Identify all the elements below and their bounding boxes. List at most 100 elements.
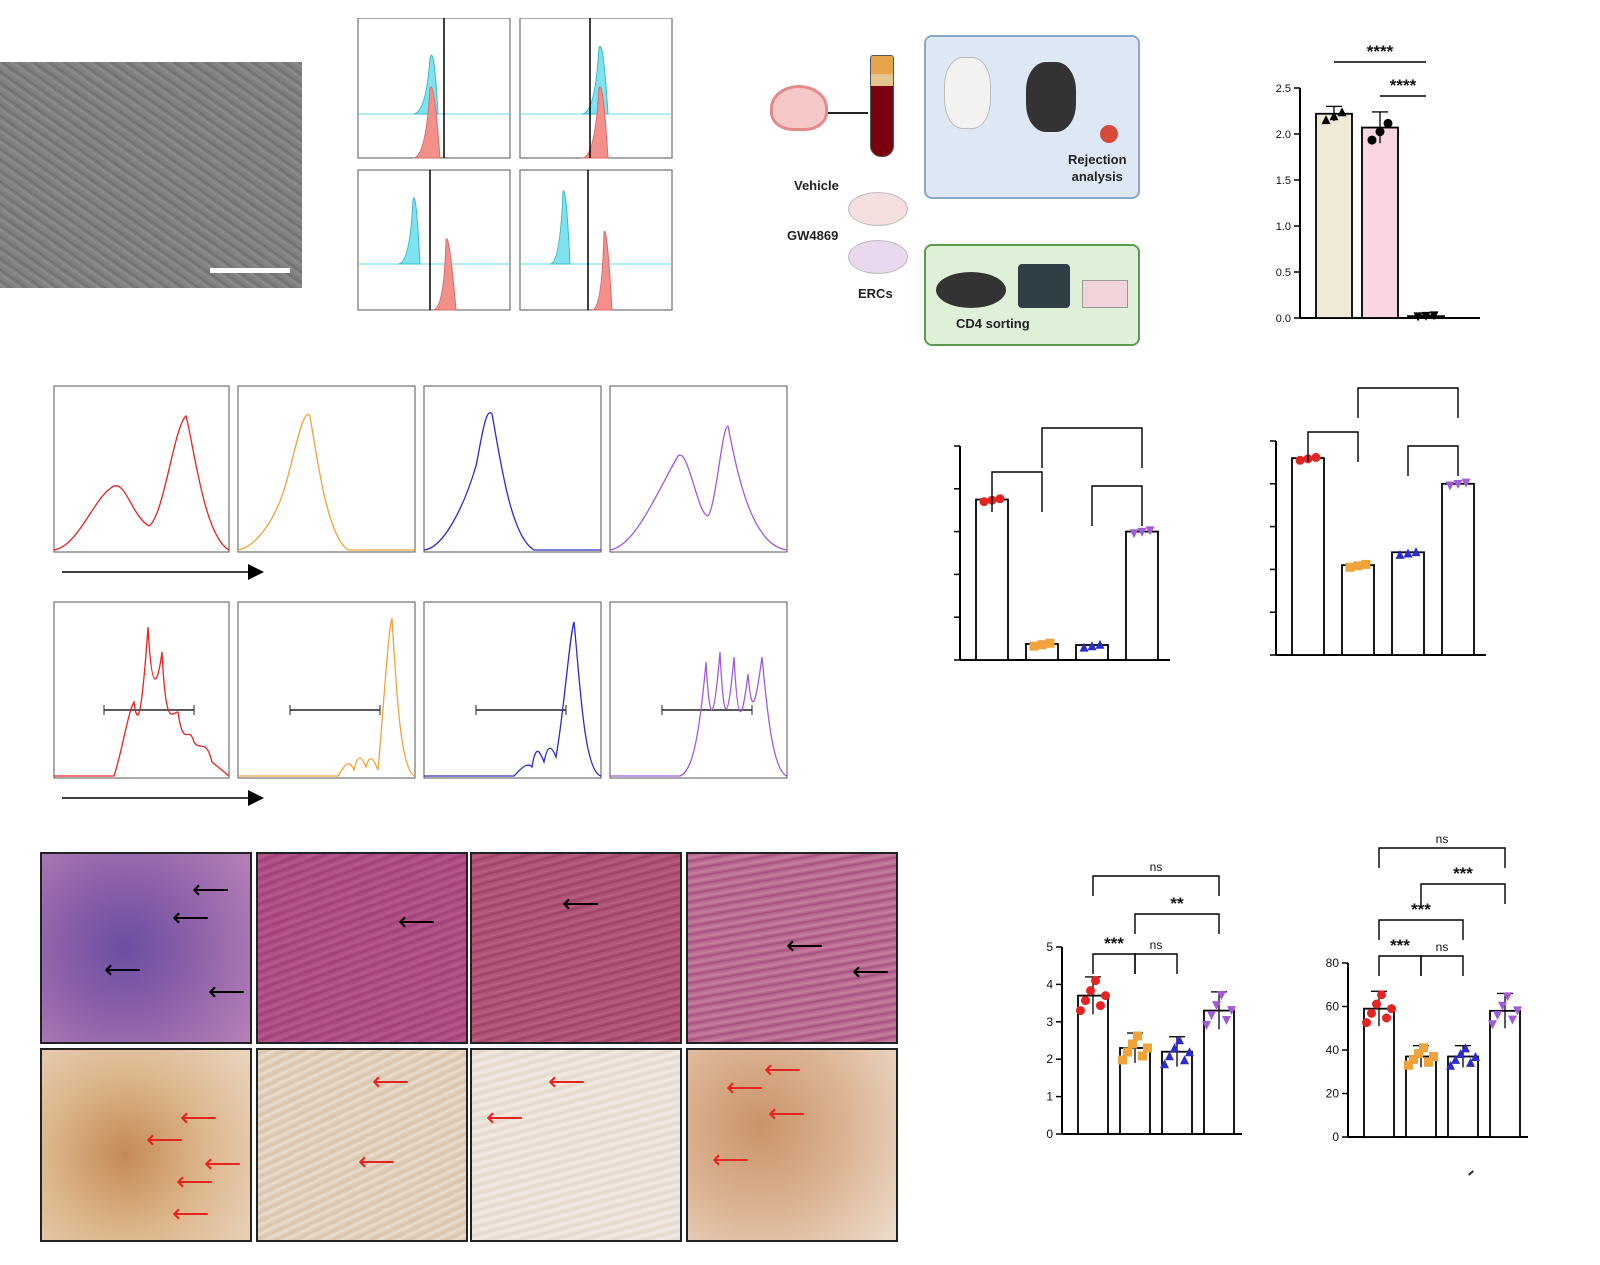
bracket-line [1134,913,1220,934]
y-tick-label: 0.5 [1276,267,1291,279]
significance-bracket: ns [1378,832,1506,868]
data-point [1081,996,1090,1006]
significance-bracket: **** [1380,76,1426,97]
data-point [1445,481,1455,491]
data-point [1375,127,1385,137]
arrow-left-icon: ⟵ [562,888,600,918]
data-point [1087,641,1097,651]
significance-label: *** [1411,900,1431,919]
data-point [1029,641,1039,651]
data-point [1227,1006,1236,1016]
data-point [1037,640,1047,650]
significance-label: *** [1104,934,1124,953]
red-arrow-icon: ⟵ [548,1066,586,1096]
significance-label: ns [1436,940,1449,954]
bracket-line [1092,875,1220,896]
y-tick-label: 0 [1046,1127,1053,1141]
data-point [1138,1051,1147,1061]
data-point [1387,1004,1396,1014]
ihc-micrograph-3: ⟵ ⟵ [470,1048,682,1242]
red-arrow-icon: ⟵ [764,1054,802,1084]
bar-chart-top-right: 0.0 0.5 1.0 1.5 2.0 2.5 **** **** [1276,42,1480,325]
y-tick-label: 60 [1326,1000,1340,1014]
data-point [1096,1001,1105,1011]
data-point [1451,1054,1460,1064]
bracket-line [1407,445,1459,476]
data-point [1086,986,1095,996]
data-point [1404,1060,1413,1070]
data-point [1413,312,1423,322]
y-tick-label: 2.0 [1276,129,1291,141]
histogram-box-4 [519,169,673,311]
bar [1077,994,1109,1135]
flow-histogram-grid [357,18,673,311]
y-tick-label: 20 [1326,1087,1340,1101]
data-point [1129,529,1139,539]
arrow-icon [828,112,868,114]
arrow-left-icon: ⟵ [104,954,142,984]
y-tick-label: 4 [1046,977,1053,991]
ihc-micrograph-1: ⟵ ⟵ ⟵ ⟵ ⟵ [40,1048,252,1242]
bar [975,498,1009,661]
data-point [1466,1057,1475,1067]
prolif-histograms-row1 [53,385,788,580]
red-arrow-icon: ⟵ [372,1066,410,1096]
data-point [1513,1006,1522,1016]
significance-bracket [991,471,1043,512]
data-point [1419,1043,1428,1053]
cd4-sorting-box: CD4 sorting [924,244,1140,346]
data-point [1429,1052,1438,1062]
red-arrow-icon: ⟵ [180,1102,218,1132]
black-mouse-icon [1026,62,1076,132]
rejection-label: Rejection analysis [1068,152,1127,184]
hist-purple-1 [609,385,788,553]
data-point [1409,1054,1418,1064]
data-point [1421,311,1431,321]
data-point [1456,1049,1465,1059]
prolif-histograms-row2 [53,601,788,806]
bar [1441,482,1475,656]
histogram-box-1 [357,18,511,159]
data-point [1160,1059,1169,1069]
bar [1291,457,1325,656]
significance-bracket [1307,431,1359,462]
sorter-icon [1018,264,1070,308]
y-tick-label: 80 [1326,956,1340,970]
data-point [1411,547,1421,557]
bracket-line [1092,953,1136,974]
data-point [1143,1043,1152,1053]
y-tick-label: 0 [1332,1130,1339,1144]
significance-label: ns [1150,938,1163,952]
significance-bracket: ** [1134,894,1220,934]
hist-orange-1 [237,385,416,553]
bar [1341,564,1375,656]
y-tick-label: 1 [1046,1090,1053,1104]
data-point [1498,1001,1507,1011]
red-arrow-icon: ⟵ [486,1102,524,1132]
data-point [1488,1020,1497,1030]
hist-red-2 [53,601,230,779]
data-point [1128,1039,1137,1049]
significance-bracket [1407,445,1459,476]
data-point [1175,1035,1184,1045]
significance-label: *** [1390,936,1410,955]
bracket-line [1091,485,1143,526]
hist-red-1 [53,385,230,553]
y-tick-label: 0.0 [1276,313,1291,325]
data-point [1180,1055,1189,1065]
ihc-micrograph-2: ⟵ ⟵ [256,1048,468,1242]
blood-tube-icon [870,55,894,157]
he-micrograph-2: ⟵ [256,852,468,1044]
significance-bracket [1041,427,1143,468]
bracket-line [1134,953,1178,974]
bar [1447,1055,1479,1138]
bracket-line [1357,387,1459,418]
data-point [1367,1008,1376,1018]
data-point [1508,1015,1517,1025]
data-point [1362,1018,1371,1028]
significance-bracket: ns [1092,860,1220,896]
data-point [1118,1055,1127,1065]
data-point [1137,527,1147,537]
data-point [1207,1011,1216,1021]
